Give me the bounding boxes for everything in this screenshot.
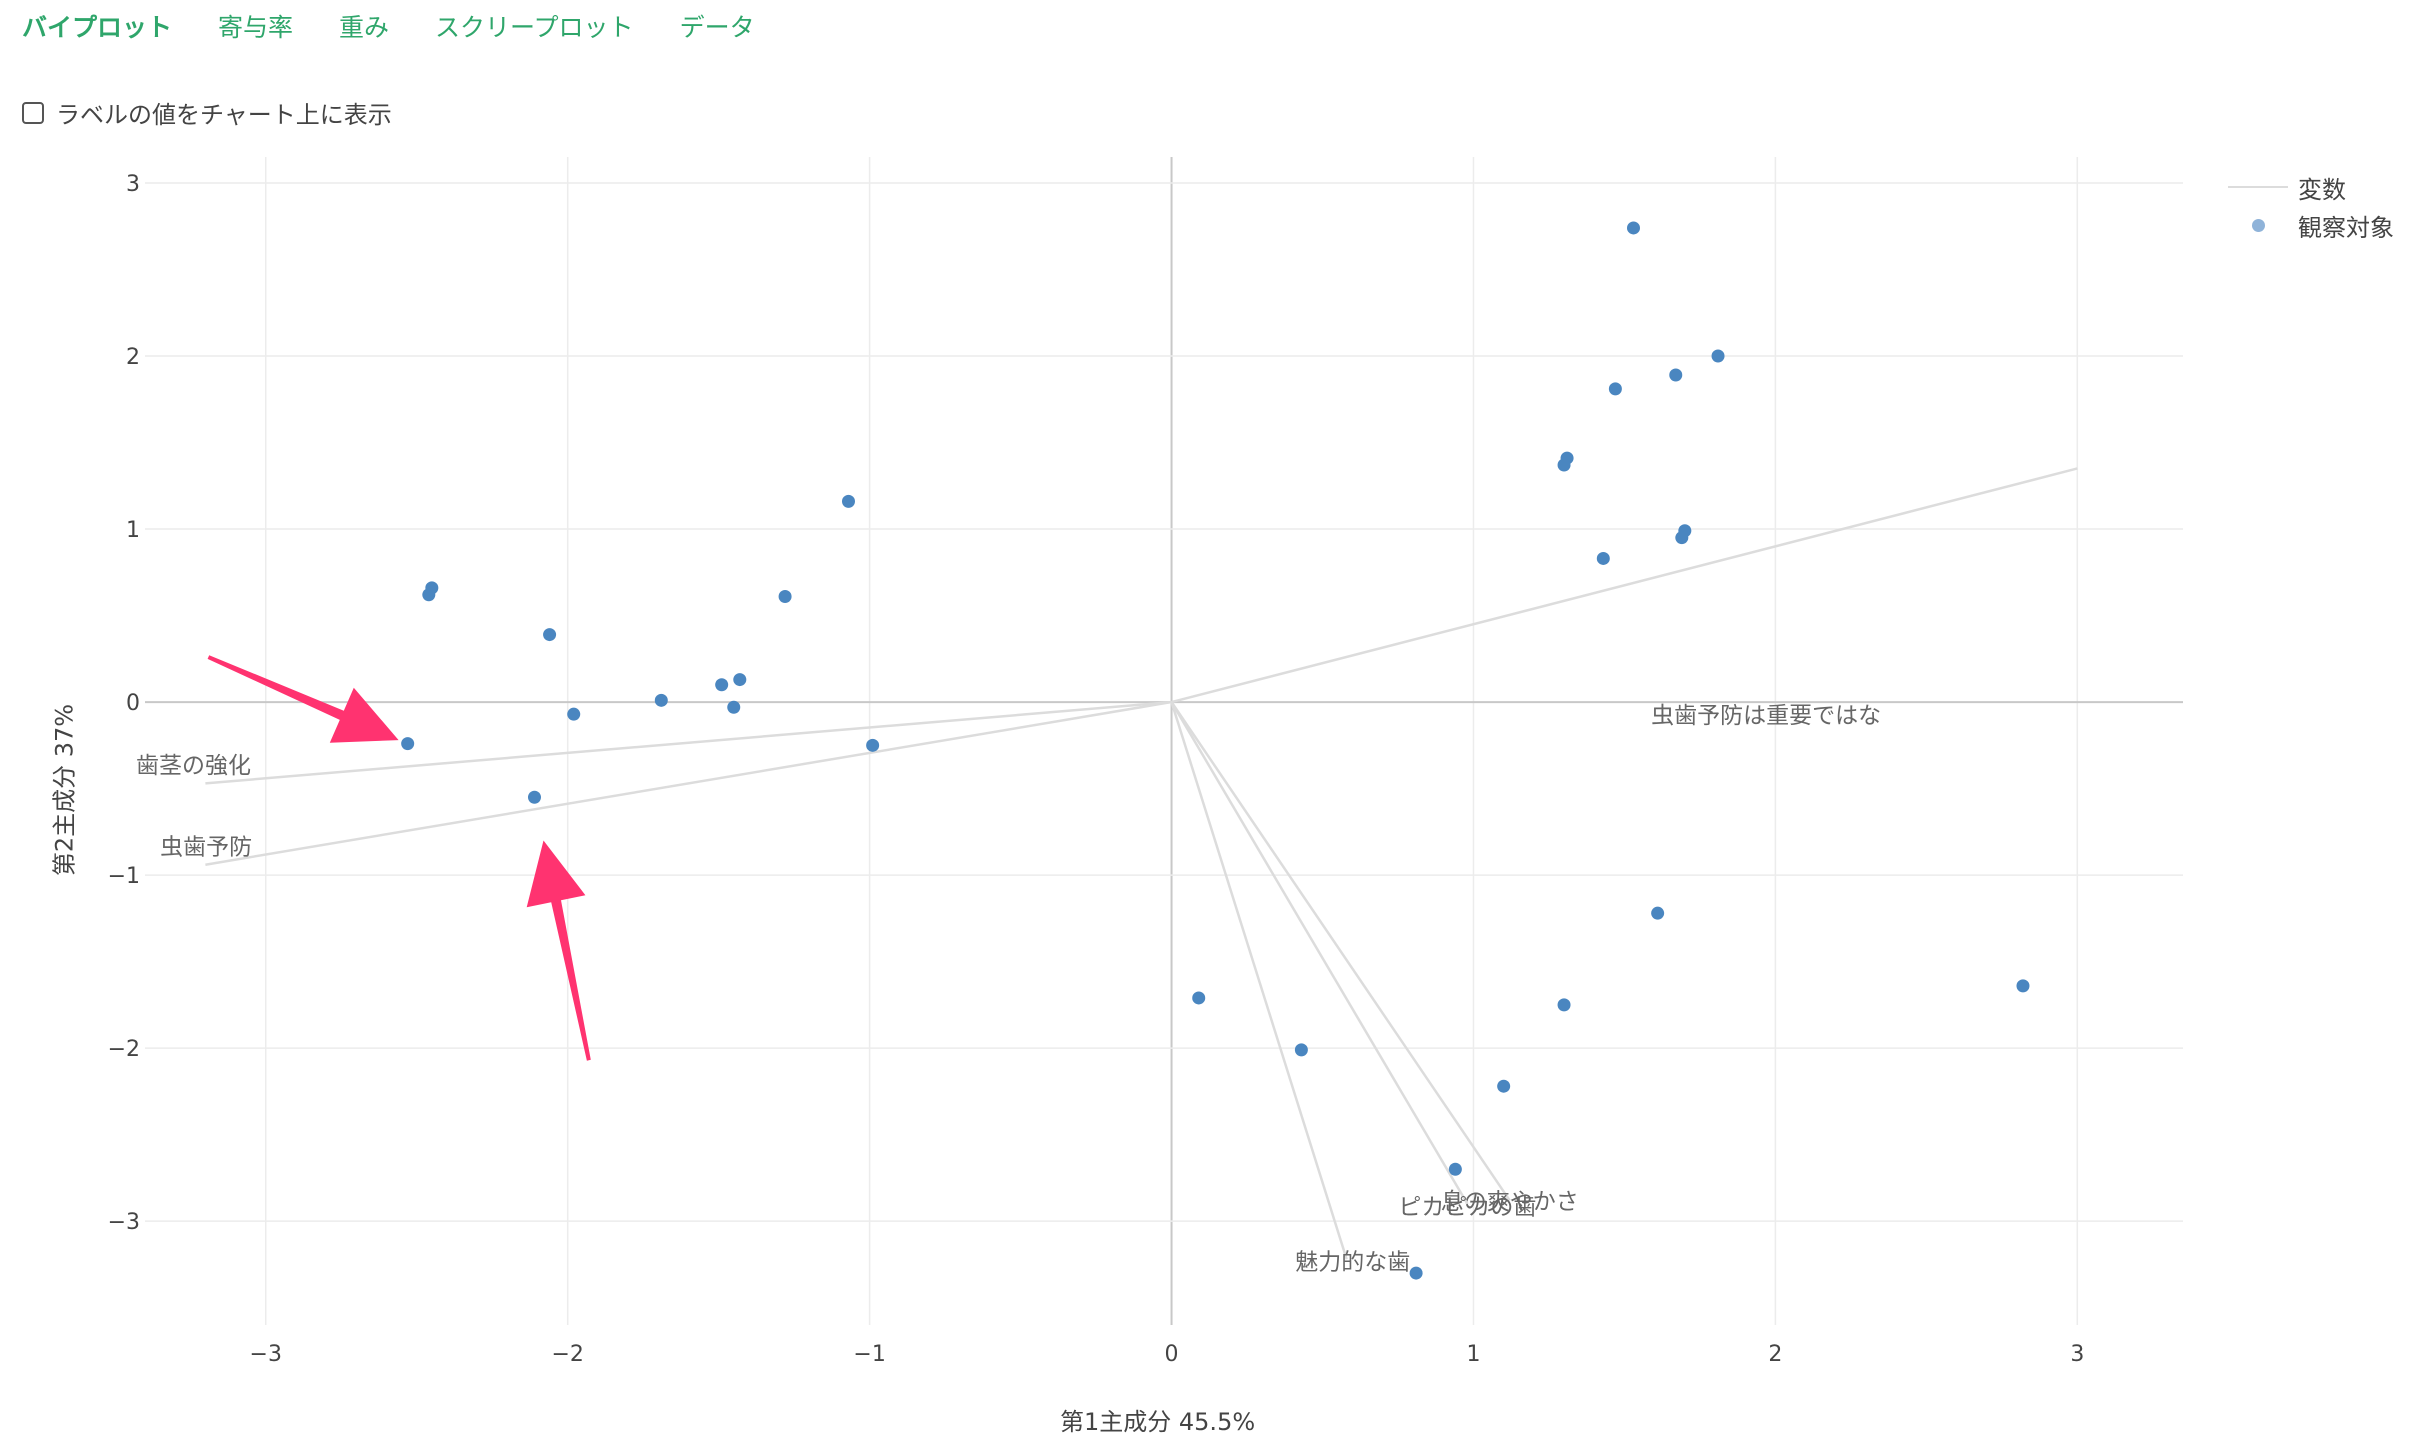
observation-point bbox=[654, 693, 668, 707]
tab-contribution[interactable]: 寄与率 bbox=[218, 13, 294, 42]
legend-line-swatch bbox=[2228, 186, 2288, 188]
observation-point bbox=[543, 628, 557, 642]
observation-point bbox=[1711, 349, 1725, 363]
observation-point bbox=[1294, 1043, 1308, 1057]
tab-biplot[interactable]: バイプロット bbox=[22, 13, 173, 42]
x-tick-label: 1 bbox=[1466, 1342, 1480, 1367]
legend-dot-swatch bbox=[2251, 218, 2265, 232]
chart-legend: 変数 観察対象 bbox=[2228, 168, 2394, 244]
variable-vector-line bbox=[1171, 467, 2078, 704]
observation-point bbox=[2016, 979, 2030, 993]
show-labels-option[interactable]: ラベルの値をチャート上に表示 bbox=[22, 95, 392, 130]
variable-vector-line bbox=[205, 700, 1172, 785]
x-tick-label: −1 bbox=[853, 1342, 885, 1367]
observation-point bbox=[727, 700, 741, 714]
observation-point bbox=[1409, 1266, 1423, 1280]
axis-ticks: −3 −2 −1 0 1 2 3 −3 −2 −1 0 1 2 3 bbox=[108, 172, 2085, 1367]
observation-points bbox=[401, 221, 2030, 1280]
y-axis-title: 第2主成分 37% bbox=[50, 703, 79, 877]
observation-point bbox=[1626, 221, 1640, 235]
legend-item-observations[interactable]: 観察対象 bbox=[2228, 206, 2394, 244]
y-tick-label: 1 bbox=[126, 518, 140, 543]
x-tick-label: −3 bbox=[250, 1342, 282, 1367]
observation-point bbox=[733, 673, 747, 687]
tab-data[interactable]: データ bbox=[679, 13, 755, 42]
x-axis-title: 第1主成分 45.5% bbox=[1060, 1408, 1256, 1436]
observation-point bbox=[1557, 998, 1571, 1012]
tab-bar: バイプロット 寄与率 重み スクリープロット データ bbox=[22, 6, 801, 46]
observation-point bbox=[1596, 551, 1610, 565]
observation-point bbox=[1557, 458, 1571, 472]
observation-point bbox=[1675, 531, 1689, 545]
observation-point bbox=[422, 588, 436, 602]
variable-label: ピカピカの歯 bbox=[1398, 1194, 1536, 1220]
show-labels-label: ラベルの値をチャート上に表示 bbox=[56, 101, 392, 129]
annotation-arrows bbox=[207, 655, 591, 1061]
y-tick-label: 2 bbox=[126, 345, 140, 370]
y-tick-label: 3 bbox=[126, 172, 140, 197]
observation-point bbox=[866, 738, 880, 752]
annotation-arrow bbox=[526, 840, 591, 1061]
tab-scree-plot[interactable]: スクリープロット bbox=[435, 13, 634, 42]
y-tick-label: −3 bbox=[108, 1210, 140, 1235]
variable-vector-line bbox=[1170, 701, 1469, 1205]
y-tick-label: −2 bbox=[108, 1037, 140, 1062]
legend-label-variables: 変数 bbox=[2298, 175, 2346, 204]
observation-point bbox=[715, 678, 729, 692]
variable-label: 魅力的な歯 bbox=[1295, 1250, 1410, 1276]
observation-point bbox=[1669, 368, 1683, 382]
y-tick-label: −1 bbox=[108, 864, 140, 889]
legend-item-variables[interactable]: 変数 bbox=[2228, 168, 2394, 206]
observation-point bbox=[1651, 906, 1665, 920]
observation-point bbox=[1448, 1162, 1462, 1176]
observation-point bbox=[1608, 382, 1622, 396]
observation-point bbox=[1497, 1079, 1511, 1093]
x-tick-label: 0 bbox=[1165, 1342, 1179, 1367]
tab-weights[interactable]: 重み bbox=[339, 13, 390, 42]
variable-label: 虫歯予防 bbox=[160, 834, 252, 860]
observation-point bbox=[778, 590, 792, 604]
observation-point bbox=[1192, 991, 1206, 1005]
variable-vector-line bbox=[205, 700, 1172, 866]
variable-vector-line bbox=[1170, 701, 1511, 1202]
variable-label: 虫歯予防は重要ではな bbox=[1651, 703, 1881, 729]
variable-label: 息の爽やかさ bbox=[1441, 1189, 1579, 1215]
observation-point bbox=[527, 790, 541, 804]
x-tick-label: −2 bbox=[551, 1342, 583, 1367]
observation-point bbox=[567, 707, 581, 721]
chart-grid bbox=[145, 157, 2183, 1325]
x-tick-label: 3 bbox=[2070, 1342, 2084, 1367]
variable-label: 歯茎の強化 bbox=[136, 753, 251, 779]
variable-vector-line bbox=[1170, 701, 1348, 1260]
y-tick-label: 0 bbox=[126, 691, 140, 716]
x-tick-label: 2 bbox=[1768, 1342, 1782, 1367]
observation-point bbox=[401, 737, 415, 751]
show-labels-checkbox[interactable] bbox=[22, 101, 44, 124]
legend-label-observations: 観察対象 bbox=[2298, 213, 2394, 242]
observation-point bbox=[841, 494, 855, 508]
annotation-arrow bbox=[207, 655, 399, 743]
